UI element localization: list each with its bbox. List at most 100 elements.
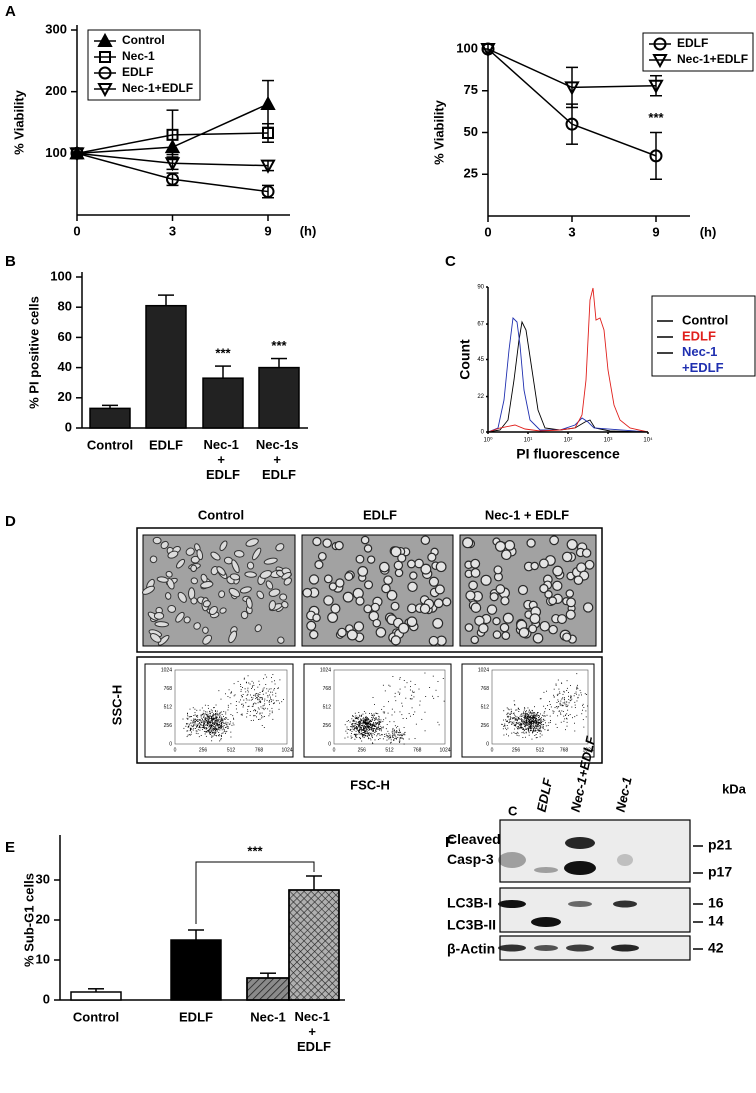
dot [398,734,400,736]
cell [499,622,510,633]
dot [377,719,379,721]
dot [571,706,573,708]
dot [215,719,216,721]
dot [539,721,541,723]
dot [528,713,530,715]
dot [227,719,229,721]
dot [524,722,526,724]
dot [546,690,547,692]
dot [521,727,523,729]
dot [363,726,365,728]
dot [542,719,544,721]
cell [406,616,418,628]
dot [273,688,275,690]
dot [212,717,214,719]
dot [376,713,378,714]
dot [366,722,368,724]
dot [208,719,210,721]
dot [201,729,203,731]
dot [225,726,227,728]
scatter-x-tick: 1024 [582,747,593,753]
dot [238,701,240,703]
dot [360,719,362,721]
cell [530,561,539,571]
dot [396,738,398,740]
dot [365,719,367,721]
cell [489,592,499,602]
dot [525,718,527,720]
dot [249,714,251,716]
cell [394,568,404,578]
dot [248,699,250,701]
dot [212,729,214,731]
dot [364,717,366,719]
dot [364,721,366,723]
dot [522,731,524,733]
dot [195,728,197,730]
dot [357,721,359,723]
dot [221,726,223,728]
dot [210,720,212,722]
legend-marker [97,32,113,47]
dot [202,726,204,728]
dot [271,707,273,709]
dot [365,729,367,731]
dot [267,696,269,698]
dot [351,723,353,725]
dot [582,719,584,721]
dot [533,714,535,716]
cell [539,583,549,594]
scatter-x-tick: 0 [491,747,494,753]
cell [480,574,492,586]
data-point [480,43,496,58]
dot [559,704,561,706]
dot [187,734,189,736]
y-tick-label: 50 [464,124,478,139]
dot [533,729,534,731]
cell [268,588,281,597]
scatter-y-tick: 768 [481,686,490,692]
dot [536,717,537,719]
dot [529,727,531,729]
dot [232,715,234,717]
dot [183,727,185,729]
cell [504,539,516,551]
dot [402,738,404,739]
dot [370,739,372,741]
dot [261,712,263,714]
dot [222,719,224,721]
dot [538,724,540,726]
band [617,854,633,866]
dot [514,715,516,717]
dot [223,718,225,720]
dot [190,722,191,724]
dot [395,737,397,739]
dot [566,713,568,715]
dot [212,732,214,734]
dot [539,727,541,729]
dot [222,732,224,734]
dot [210,728,212,730]
dot [200,724,202,726]
dot [389,737,390,739]
y-axis-label: % Viability [11,89,26,155]
dot [211,740,213,742]
dot [517,720,518,722]
dot [532,715,534,717]
dot [346,720,348,722]
dot [566,706,568,708]
dot [533,720,535,722]
dot [368,726,370,728]
error-bar [188,929,204,940]
dot [371,728,373,730]
dot [225,717,227,718]
legend-marker [98,66,112,80]
dot [195,719,197,720]
dot [240,690,242,692]
dot [353,720,355,722]
dot [194,718,196,720]
dot [541,717,542,719]
dot [211,732,213,734]
dot [197,720,199,722]
dot [364,730,366,732]
